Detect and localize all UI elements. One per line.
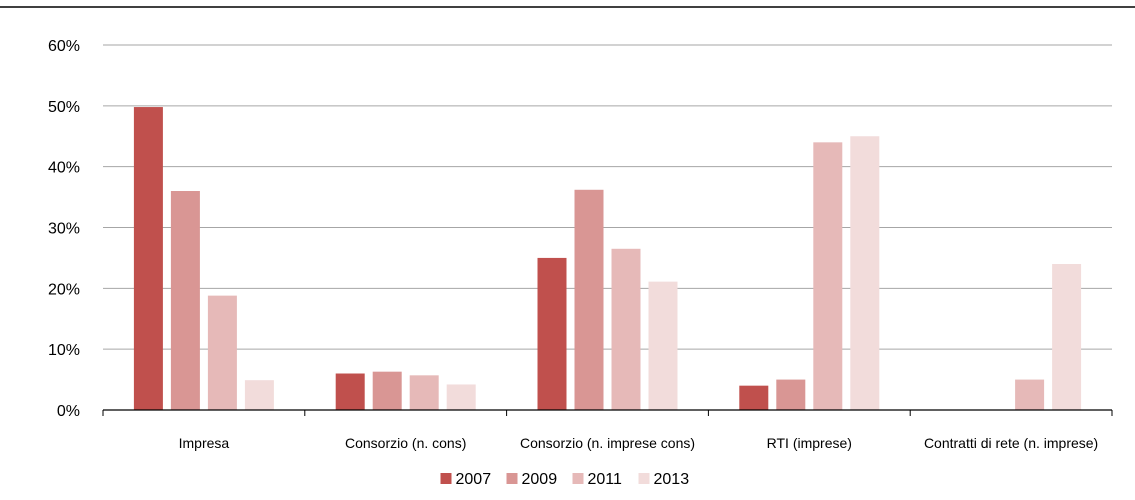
legend-label: 2013: [654, 471, 690, 488]
legend-label: 2007: [456, 471, 492, 488]
bar-2013-3: [850, 136, 880, 410]
legend-label: 2011: [588, 471, 623, 488]
x-tick-label: Consorzio (n. cons): [345, 435, 466, 451]
y-tick-labels: 0% 10% 20% 30% 40% 50% 60%: [48, 38, 80, 420]
bar-2009-3: [776, 379, 806, 410]
bar-2007-0: [133, 107, 163, 411]
x-tick-label: Consorzio (n. imprese cons): [520, 435, 695, 451]
x-tick-label: Contratti di rete (n. imprese): [924, 435, 1098, 451]
bar-2011-0: [207, 295, 237, 410]
bar-2007-2: [537, 257, 567, 410]
bar-2013-0: [244, 380, 274, 410]
bar-2009-1: [372, 371, 402, 410]
gridlines: [103, 44, 1112, 350]
bar-2011-1: [409, 375, 439, 410]
bar-2007-3: [739, 385, 769, 410]
legend-swatch: [506, 473, 518, 484]
y-tick-label: 20%: [48, 281, 80, 298]
legend: 2007 2009 2011 2013: [440, 471, 690, 488]
y-tick-label: 60%: [48, 38, 80, 55]
bar-2011-2: [611, 248, 641, 410]
legend-swatch: [440, 473, 452, 484]
y-tick-label: 40%: [48, 160, 80, 177]
bar-2009-0: [170, 191, 200, 410]
bar-2013-1: [446, 384, 476, 410]
legend-label: 2009: [522, 471, 558, 488]
x-tick-labels: Impresa Consorzio (n. cons) Consorzio (n. …: [179, 435, 1099, 451]
y-tick-label: 30%: [48, 221, 80, 238]
y-tick-label: 0%: [57, 403, 80, 420]
bar-2011-3: [813, 142, 843, 411]
y-tick-label: 50%: [48, 99, 80, 116]
x-tick-label: Impresa: [179, 435, 230, 451]
bar-2011-4: [1015, 379, 1045, 410]
bars: [133, 107, 1082, 411]
y-tick-label: 10%: [48, 342, 80, 359]
bar-2009-2: [574, 189, 604, 410]
bar-2013-2: [648, 281, 678, 410]
legend-swatch: [572, 473, 584, 484]
x-tick-label: RTI (imprese): [767, 435, 852, 451]
axes: [102, 409, 1113, 416]
bar-2013-4: [1052, 264, 1082, 410]
legend-swatch: [638, 473, 650, 484]
bar-2007-1: [335, 373, 365, 410]
